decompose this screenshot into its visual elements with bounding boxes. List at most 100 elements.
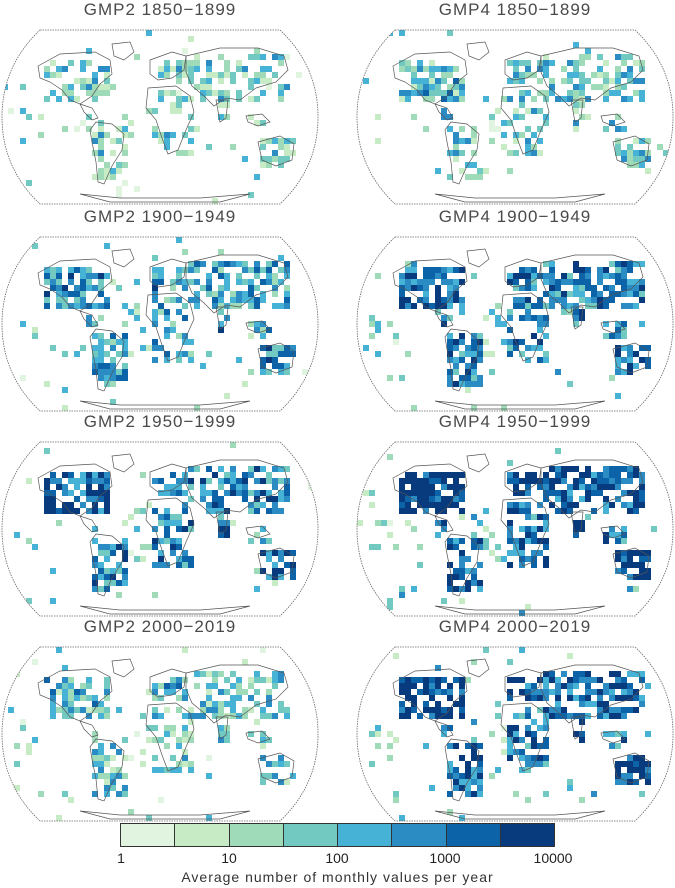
data-cell (621, 731, 627, 737)
data-cell (8, 108, 14, 114)
data-cell (531, 345, 537, 351)
data-cell (158, 345, 164, 351)
data-cell (639, 761, 645, 767)
data-cell (284, 285, 290, 291)
data-cell (14, 393, 20, 399)
data-cell (122, 180, 128, 186)
data-cell (543, 279, 549, 285)
data-cell (639, 562, 645, 568)
data-cell (86, 713, 92, 719)
data-cell (62, 677, 68, 683)
data-cell (308, 598, 314, 604)
coastline (540, 254, 644, 314)
world-map (356, 236, 674, 412)
data-cell (549, 60, 555, 66)
data-cell (80, 120, 86, 126)
data-cell (585, 114, 591, 120)
data-cell (104, 369, 110, 375)
data-cell (224, 90, 230, 96)
data-cell (381, 198, 387, 204)
data-cell (254, 72, 260, 78)
data-cell (98, 303, 104, 309)
data-cell (489, 120, 495, 126)
data-cell (411, 66, 417, 72)
data-cell (399, 291, 405, 297)
data-cell (290, 345, 296, 351)
data-cell (471, 126, 477, 132)
data-cell (218, 689, 224, 695)
data-cell (98, 773, 104, 779)
data-cell (519, 562, 525, 568)
data-cell (182, 249, 188, 255)
data-cell (639, 261, 645, 267)
data-cell (459, 574, 465, 580)
data-cell (489, 126, 495, 132)
data-cell (555, 291, 561, 297)
data-cell (164, 60, 170, 66)
data-cell (543, 544, 549, 550)
data-cell (411, 496, 417, 502)
data-cell (363, 345, 369, 351)
data-cell (603, 484, 609, 490)
data-cell (531, 150, 537, 156)
data-cell (471, 351, 477, 357)
data-cell (224, 478, 230, 484)
data-cell (290, 138, 296, 144)
data-cell (507, 472, 513, 478)
panel-title: GMP4 1850−1899 (438, 0, 592, 19)
data-cell (194, 261, 200, 267)
data-cell (423, 677, 429, 683)
data-cell (465, 556, 471, 562)
data-cell (164, 333, 170, 339)
data-cell (194, 713, 200, 719)
data-cell (122, 369, 128, 375)
data-cell (98, 156, 104, 162)
data-cell (567, 496, 573, 502)
data-cell (116, 767, 122, 773)
data-cell (537, 743, 543, 749)
data-cell (639, 90, 645, 96)
data-cell (164, 743, 170, 749)
data-cell (110, 375, 116, 381)
data-cell (615, 773, 621, 779)
data-cell (411, 84, 417, 90)
data-cell (531, 315, 537, 321)
data-cell (525, 508, 531, 514)
data-cell (176, 707, 182, 713)
data-cell (507, 749, 513, 755)
coastline (500, 292, 550, 362)
data-cell (609, 78, 615, 84)
data-cell (134, 303, 140, 309)
data-cell (645, 731, 651, 737)
data-cell (447, 174, 453, 180)
data-cell (254, 261, 260, 267)
data-cell (579, 291, 585, 297)
data-cell (639, 755, 645, 761)
data-cell (561, 472, 567, 478)
data-cell (465, 381, 471, 387)
data-cell (152, 273, 158, 279)
data-cell (627, 550, 633, 556)
data-cell (567, 279, 573, 285)
data-cell (405, 478, 411, 484)
data-cell (20, 108, 26, 114)
data-cell (98, 743, 104, 749)
data-cell (140, 761, 146, 767)
data-cell (74, 508, 80, 514)
data-cell (98, 562, 104, 568)
data-cell (224, 472, 230, 478)
data-cell (525, 138, 531, 144)
coastline (570, 306, 584, 330)
data-cell (284, 369, 290, 375)
data-cell (56, 647, 62, 653)
data-cell (633, 695, 639, 701)
data-cell (591, 84, 597, 90)
data-cell (284, 562, 290, 568)
data-cell (146, 689, 152, 695)
data-cell (80, 285, 86, 291)
data-cell (531, 279, 537, 285)
data-cell (531, 683, 537, 689)
coastline (392, 258, 468, 312)
data-cell (68, 279, 74, 285)
data-cell (423, 701, 429, 707)
